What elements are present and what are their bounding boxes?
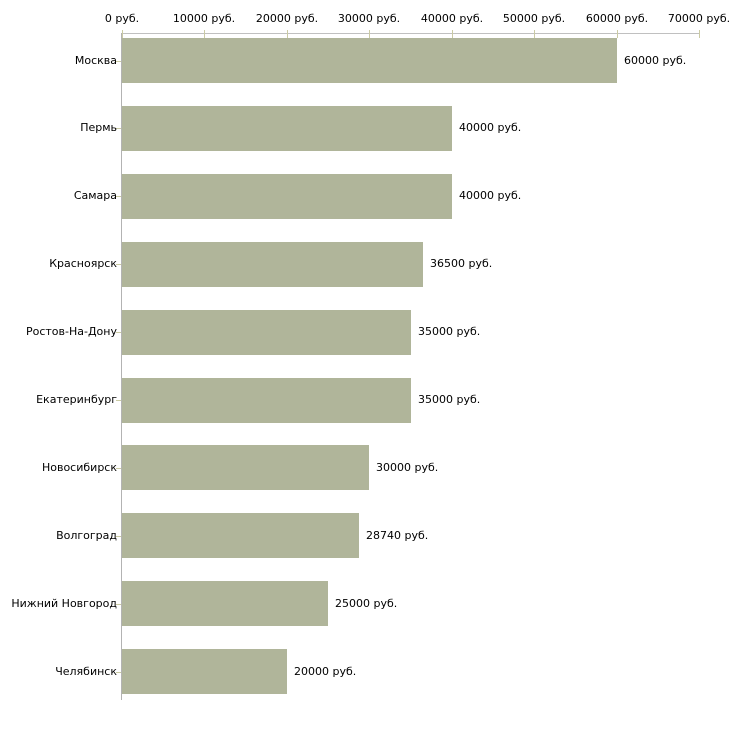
category-label: Москва [74,54,117,67]
x-axis-tick [122,30,123,38]
bar [122,310,411,355]
category-label: Ростов-На-Дону [25,325,117,338]
bar [122,513,359,558]
category-label: Челябинск [55,665,117,678]
y-axis-line [121,33,122,700]
y-axis-tick [116,672,121,673]
value-label: 20000 руб. [294,665,357,678]
x-axis-tick-label: 60000 руб. [585,12,649,25]
x-axis-line [122,33,699,34]
value-label: 25000 руб. [335,597,398,610]
bar [122,38,617,83]
y-axis-tick [116,536,121,537]
bar [122,581,328,626]
value-label: 40000 руб. [459,121,522,134]
y-axis-tick [116,604,121,605]
value-label: 36500 руб. [430,257,493,270]
category-label: Красноярск [49,257,117,270]
x-axis-tick-label: 10000 руб. [172,12,236,25]
value-label: 35000 руб. [418,325,481,338]
x-axis-tick [369,30,370,38]
x-axis-tick-label: 70000 руб. [667,12,730,25]
y-axis-tick [116,128,121,129]
value-label: 28740 руб. [366,529,429,542]
category-label: Екатеринбург [36,393,117,406]
bar [122,378,411,423]
bar [122,174,452,219]
value-label: 60000 руб. [624,54,687,67]
y-axis-tick [116,400,121,401]
category-label: Волгоград [56,529,117,542]
y-axis-tick [116,264,121,265]
category-label: Самара [73,189,117,202]
x-axis-tick [699,30,700,38]
y-axis-tick [116,332,121,333]
y-axis-tick [116,468,121,469]
x-axis-tick [617,30,618,38]
category-label: Новосибирск [41,461,117,474]
x-axis-tick-label: 50000 руб. [502,12,566,25]
x-axis-tick [452,30,453,38]
x-axis-tick-label: 30000 руб. [337,12,401,25]
x-axis-tick [204,30,205,38]
category-label: Нижний Новгород [11,597,117,610]
bar [122,649,287,694]
y-axis-tick [116,61,121,62]
x-axis-tick [534,30,535,38]
value-label: 40000 руб. [459,189,522,202]
bar [122,242,423,287]
x-axis-tick-label: 20000 руб. [255,12,319,25]
bar [122,106,452,151]
category-label: Пермь [80,121,117,134]
x-axis-tick-label: 0 руб. [104,12,140,25]
x-axis-tick-label: 40000 руб. [420,12,484,25]
bar [122,445,369,490]
y-axis-tick [116,196,121,197]
value-label: 35000 руб. [418,393,481,406]
x-axis-tick [287,30,288,38]
value-label: 30000 руб. [376,461,439,474]
